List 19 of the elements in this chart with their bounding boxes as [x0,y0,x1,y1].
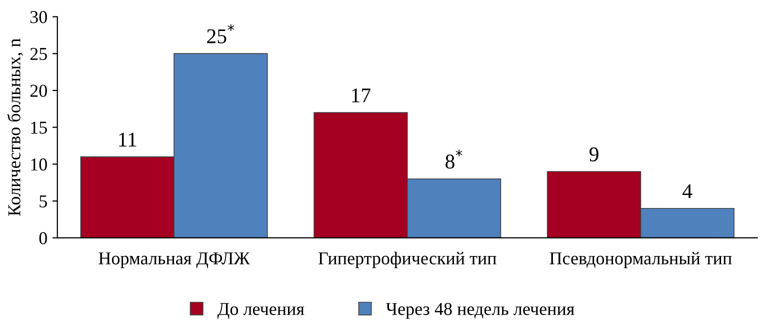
data-label: 25$^{*}$ [207,24,234,44]
data-label: 17 [352,88,371,102]
y-axis-title: Количество больных, n [7,38,23,216]
y-tick-label: 15 [31,122,47,134]
y-tick-label: 10 [31,158,47,171]
y-tick-label: 25 [30,48,47,60]
y-tick-label: 0 [39,232,47,244]
x-tick-label: Нормальная ДФЛЖ [98,252,250,268]
y-tick-label: 5 [40,195,47,208]
data-label: 4 [682,184,692,198]
y-tick-label: 20 [30,84,47,97]
x-tick-label: Псевдонормальный тип [550,252,732,268]
y-tick-label: 30 [30,11,47,24]
data-label: 8$^{*}$ [446,150,462,169]
data-label: 11 [119,132,136,146]
legend-label: До лечения [218,303,304,319]
data-label: 9 [589,147,598,162]
legend-label: Через 48 недель лечения [386,302,574,319]
x-tick-label: Гипертрофический тип [318,252,496,268]
